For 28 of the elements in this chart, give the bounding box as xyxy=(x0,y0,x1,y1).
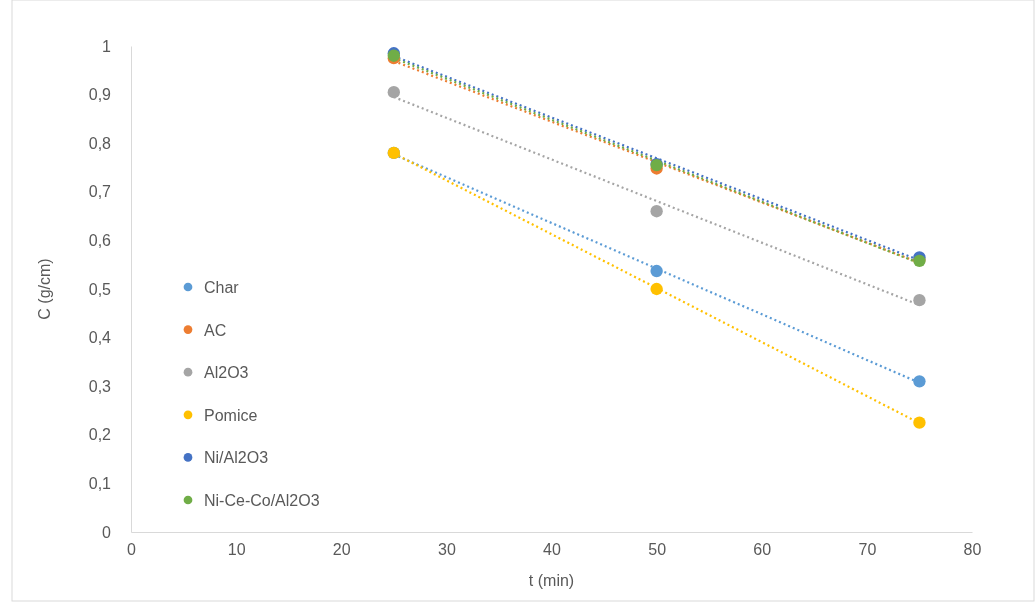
legend-label: Char xyxy=(204,279,240,296)
y-tick-label: 0,3 xyxy=(88,377,112,395)
y-tick-label: 0,7 xyxy=(88,183,112,201)
legend-label: Ni-Ce-Co/Al2O3 xyxy=(204,492,320,509)
y-tick-label: 0,2 xyxy=(88,426,112,444)
y-tick-label: 0,9 xyxy=(88,86,112,104)
x-axis-title: t (min) xyxy=(528,572,575,589)
y-tick-label: 0,5 xyxy=(88,280,112,298)
x-tick-label: 60 xyxy=(753,541,772,559)
y-tick-label: 1 xyxy=(102,37,112,55)
y-axis-title: C (g/cm) xyxy=(36,258,53,320)
y-tick-label: 0,4 xyxy=(88,329,112,347)
legend-label: Pomice xyxy=(204,406,258,424)
x-tick-label: 0 xyxy=(127,541,137,559)
legend-label: Al2O3 xyxy=(204,364,249,382)
y-tick-label: 0,6 xyxy=(88,232,112,250)
y-tick-label: 0 xyxy=(102,523,112,541)
y-tick-label: 0,8 xyxy=(88,134,112,152)
x-tick-label: 20 xyxy=(332,541,351,559)
y-tick-label: 0,1 xyxy=(88,475,112,493)
x-tick-label: 30 xyxy=(437,541,456,559)
x-tick-label: 70 xyxy=(858,541,877,559)
x-tick-label: 40 xyxy=(543,541,561,559)
x-tick-label: 10 xyxy=(227,541,246,559)
x-tick-label: 50 xyxy=(648,541,667,559)
legend-label: AC xyxy=(204,321,227,339)
x-tick-label: 80 xyxy=(963,541,982,559)
legend-label: Ni/Al2O3 xyxy=(204,449,269,467)
